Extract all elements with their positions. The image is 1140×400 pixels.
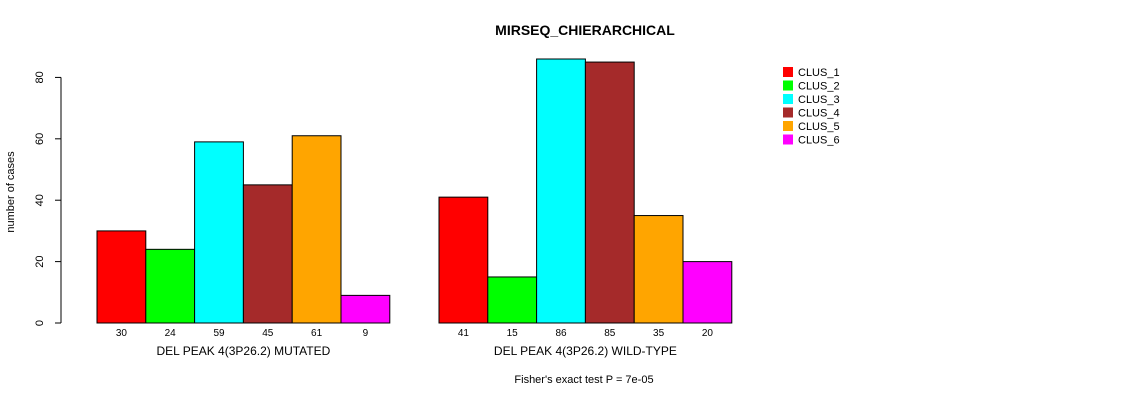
group-label: DEL PEAK 4(3P26.2) MUTATED bbox=[156, 344, 330, 358]
legend-label: CLUS_6 bbox=[798, 135, 840, 147]
y-tick-label: 0 bbox=[34, 320, 46, 326]
bar-count-label: 59 bbox=[213, 328, 225, 339]
legend-label: CLUS_5 bbox=[798, 121, 840, 133]
bar-clus-3 bbox=[536, 58, 586, 324]
legend-label: CLUS_4 bbox=[798, 108, 840, 120]
bar-clus-6 bbox=[682, 261, 733, 324]
bar-clus-6 bbox=[340, 294, 391, 324]
y-tick-label: 40 bbox=[34, 194, 46, 206]
bar-count-label: 41 bbox=[458, 328, 470, 339]
bar-clus-3 bbox=[194, 141, 244, 324]
legend-label: CLUS_1 bbox=[798, 67, 840, 79]
legend-swatch bbox=[783, 67, 793, 77]
bar-clus-5 bbox=[633, 215, 684, 324]
legend-swatch bbox=[783, 94, 793, 104]
bar-count-label: 20 bbox=[702, 328, 714, 339]
legend-label: CLUS_2 bbox=[798, 81, 840, 93]
bar-clus-4 bbox=[242, 184, 293, 324]
y-axis: 0 20 40 60 80 bbox=[34, 71, 62, 326]
bar-count-label: 61 bbox=[311, 328, 323, 339]
y-tick-label: 80 bbox=[34, 71, 46, 83]
legend-swatch bbox=[783, 121, 793, 131]
y-tick-label: 60 bbox=[34, 133, 46, 145]
bar-count-label: 85 bbox=[604, 328, 616, 339]
legend-swatch bbox=[783, 134, 793, 145]
bar-clus-2 bbox=[145, 248, 196, 324]
value-labels-layer: 30 24 59 45 61 9 41 15 86 85 35 20 bbox=[116, 328, 714, 339]
bar-clus-2 bbox=[487, 276, 538, 324]
bar-count-label: 15 bbox=[507, 328, 519, 339]
fisher-test-footnote: Fisher's exact test P = 7e-05 bbox=[514, 374, 653, 386]
bar-clus-5 bbox=[291, 135, 342, 324]
legend-swatch bbox=[783, 80, 793, 91]
bar-count-label: 30 bbox=[116, 328, 128, 339]
bar-count-label: 24 bbox=[165, 328, 177, 339]
group-labels-layer: DEL PEAK 4(3P26.2) MUTATED DEL PEAK 4(3P2… bbox=[156, 344, 676, 358]
bar-count-label: 35 bbox=[653, 328, 665, 339]
chart-title: MIRSEQ_CHIERARCHICAL bbox=[495, 22, 675, 38]
legend-swatch bbox=[783, 107, 793, 118]
bar-count-label: 45 bbox=[262, 328, 274, 339]
bars-layer bbox=[96, 58, 733, 324]
group-label: DEL PEAK 4(3P26.2) WILD-TYPE bbox=[494, 344, 677, 358]
y-tick-label: 20 bbox=[34, 255, 46, 267]
y-axis-label: number of cases bbox=[5, 151, 17, 233]
bar-count-label: 86 bbox=[555, 328, 567, 339]
bar-clus-4 bbox=[584, 61, 635, 324]
bar-clus-1 bbox=[438, 196, 489, 324]
bar-count-label: 9 bbox=[363, 328, 369, 339]
bar-clus-1 bbox=[96, 230, 147, 324]
legend-label: CLUS_3 bbox=[798, 94, 840, 106]
